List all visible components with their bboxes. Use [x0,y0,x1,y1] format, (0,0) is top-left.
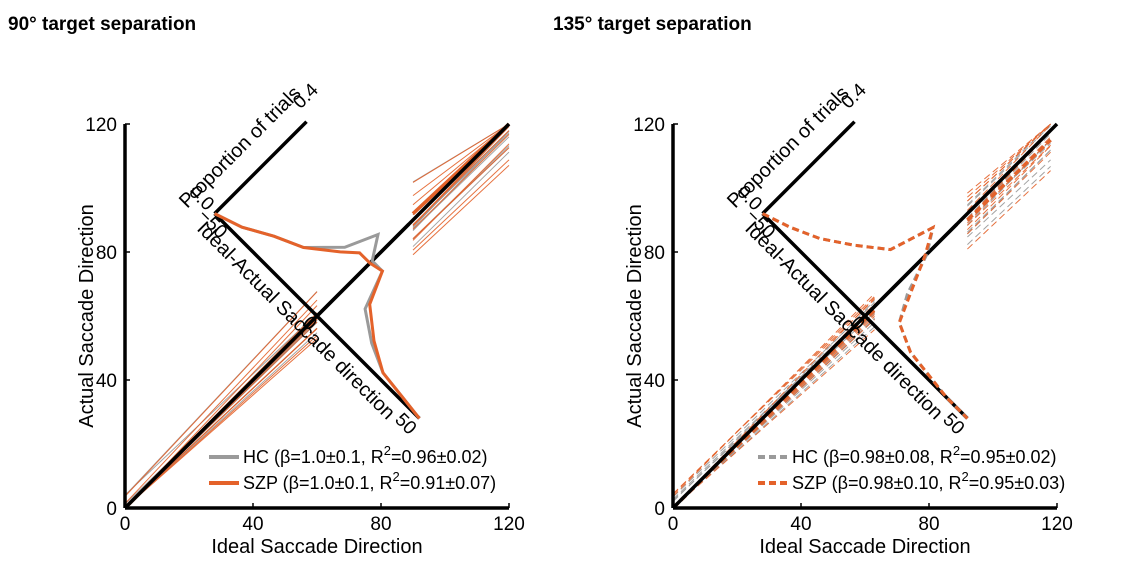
subject-trace [967,165,1051,245]
subject-trace [967,149,1051,235]
subject-trace [967,151,1051,235]
error-distribution-curve [761,212,969,420]
subject-trace [967,124,1051,211]
group-mean-line [966,138,1052,222]
y-tick-label: 80 [644,243,665,264]
legend-superscript: 2 [384,443,391,458]
subject-trace [412,159,510,251]
subject-trace [412,123,510,183]
subject-trace [412,151,510,247]
legend-text: SZP (β=0.98±0.10, R [792,473,962,493]
y-tick-label: 0 [654,499,665,520]
subject-trace [672,296,875,495]
x-tick-label: 0 [668,514,679,535]
subject-trace [967,170,1051,250]
y-tick-label: 80 [96,243,117,264]
y-tick-label: 40 [96,371,117,392]
legend-entry: HC (β=0.98±0.08, R2=0.95±0.02) [792,443,1057,467]
x-tick-label: 80 [918,514,939,535]
subject-trace [124,291,318,497]
subject-trace [967,149,1051,233]
legend-superscript: 2 [392,469,399,484]
subject-trace [672,301,875,498]
y-tick-label: 120 [85,115,117,136]
legend-text: =0.96±0.02) [391,447,487,467]
y-axis-label: Actual Saccade Direction [624,204,646,427]
subject-trace [967,145,1051,231]
subject-trace [967,139,1051,226]
legend-superscript: 2 [953,443,960,458]
subject-trace [124,299,318,504]
proportion-axis-outer [761,120,856,215]
x-tick-label: 120 [1041,514,1073,535]
error-axis-label: Ideal-Actual Saccade direction [741,218,948,425]
x-tick-label: 80 [370,514,391,535]
x-tick-label: 40 [242,514,263,535]
legend-text: SZP (β=1.0±0.1, R [243,473,392,493]
y-tick-label: 120 [633,115,665,136]
x-tick-label: 120 [493,514,525,535]
legend-entry: SZP (β=1.0±0.1, R2=0.91±0.07) [243,469,496,493]
legend-text: HC (β=1.0±0.1, R [243,447,384,467]
subject-trace [672,329,875,509]
subject-trace [967,123,1051,206]
subject-trace [412,134,510,230]
x-tick-label: 0 [120,514,131,535]
subject-trace [967,133,1051,220]
subject-trace [412,164,510,256]
legend-text: =0.91±0.07) [400,473,496,493]
panel-135-deg: 135° target separation 0 40 80 120 0 40 80 120… [553,14,1073,558]
y-axis-label: Actual Saccade Direction [76,204,98,427]
x-tick-label: 40 [790,514,811,535]
subject-trace [412,130,510,225]
subject-trace [412,143,510,241]
panel-90-deg: 90° target separation 0 40 80 120 04080120 … [8,14,525,558]
subject-trace [412,123,510,197]
subject-trace [124,313,318,496]
panel-title: 90° target separation [8,14,196,35]
legend-entry: SZP (β=0.98±0.10, R2=0.95±0.03) [792,469,1065,493]
proportion-axis-label: Proportion of trials [175,82,305,212]
legend: HC (β=0.98±0.08, R2=0.95±0.02)SZP (β=0.9… [758,443,1065,493]
subject-trace [124,338,318,509]
legend-text: HC (β=0.98±0.08, R [792,447,953,467]
subject-trace [967,144,1051,226]
subject-trace [967,125,1051,207]
proportion-axis-label: Proportion of trials [723,82,853,212]
legend-superscript: 2 [962,469,969,484]
panel-title: 135° target separation [553,14,752,35]
legend: HC (β=1.0±0.1, R2=0.96±0.02)SZP (β=1.0±0… [209,443,496,493]
x-axis-label: Ideal Saccade Direction [759,536,970,558]
proportion-axis-outer [213,120,308,215]
legend-text: =0.95±0.02) [960,447,1056,467]
legend-entry: HC (β=1.0±0.1, R2=0.96±0.02) [243,443,487,467]
subject-trace [967,123,1051,194]
x-axis-label: Ideal Saccade Direction [211,536,422,558]
subject-trace [967,123,1051,198]
subject-trace [412,147,510,240]
subject-trace [967,159,1051,238]
y-tick-label: 0 [106,499,117,520]
error-distribution-curve [213,212,421,420]
y-tick-label: 40 [644,371,665,392]
legend-text: =0.95±0.03) [969,473,1065,493]
subject-trace [967,123,1051,202]
proportion-axis [863,222,959,318]
subject-trace [672,293,875,497]
proportion-axis [315,222,411,318]
